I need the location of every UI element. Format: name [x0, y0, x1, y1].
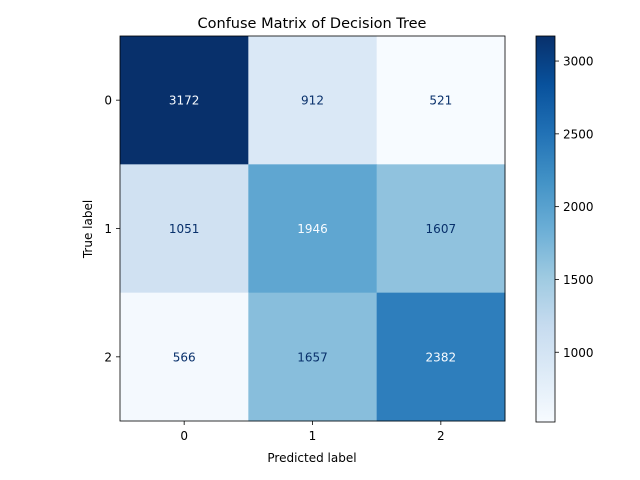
- y-tick-label: 2: [104, 350, 112, 364]
- y-tick-label: 0: [104, 94, 112, 108]
- cell-value-label: 566: [173, 350, 196, 364]
- heatmap-cell-labels: 3172 912 521 1051 1946 1607 566 1657 2382: [169, 94, 456, 365]
- colorbar-tick-label: 1000: [563, 346, 594, 360]
- heatmap-cell: [120, 36, 249, 165]
- heatmap-cell: [376, 36, 506, 165]
- heatmap-cell: [120, 164, 249, 294]
- cell-value-label: 521: [429, 94, 452, 108]
- cell-value-label: 1051: [169, 222, 200, 236]
- heatmap-cells: [120, 36, 506, 422]
- colorbar-ticks: 1000 1500 2000 2500 3000: [555, 55, 594, 360]
- cell-value-label: 1946: [297, 222, 328, 236]
- heatmap-cell: [248, 164, 378, 294]
- colorbar-tick-label: 2000: [563, 200, 594, 214]
- heatmap-cell: [376, 164, 506, 294]
- heatmap-cell: [248, 292, 378, 422]
- x-tick-label: 1: [309, 429, 317, 443]
- colorbar-tick-label: 1500: [563, 273, 594, 287]
- x-tick-label: 2: [437, 429, 445, 443]
- y-axis-ticks: 0 1 2: [104, 94, 120, 364]
- cell-value-label: 1607: [426, 222, 457, 236]
- heatmap-cell: [120, 292, 249, 422]
- cell-value-label: 3172: [169, 94, 200, 108]
- cell-value-label: 912: [301, 94, 324, 108]
- x-tick-label: 0: [180, 429, 188, 443]
- x-axis-label: Predicted label: [267, 451, 356, 465]
- colorbar-tick-label: 3000: [563, 55, 594, 69]
- colorbar: [535, 35, 556, 423]
- heatmap-cell: [376, 292, 506, 422]
- cell-value-label: 1657: [297, 350, 328, 364]
- colorbar-tick-label: 2500: [563, 127, 594, 141]
- y-tick-label: 1: [104, 222, 112, 236]
- cell-value-label: 2382: [426, 350, 457, 364]
- chart-title: Confuse Matrix of Decision Tree: [198, 16, 427, 32]
- heatmap-cell: [248, 36, 378, 165]
- y-axis-label: True label: [81, 200, 95, 259]
- x-axis-ticks: 0 1 2: [180, 421, 445, 443]
